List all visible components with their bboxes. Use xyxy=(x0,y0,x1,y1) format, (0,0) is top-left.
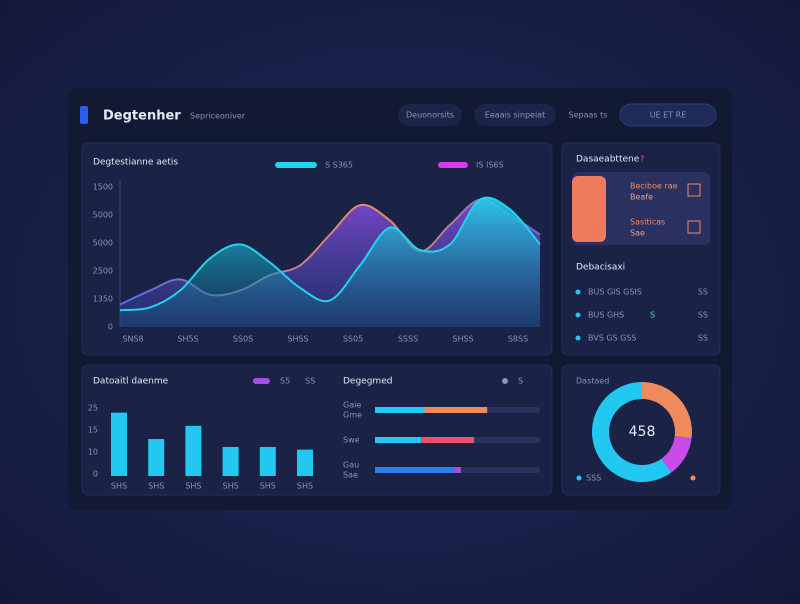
card-title: Degtestianne aetis xyxy=(93,158,178,168)
row-label: Gau xyxy=(343,461,359,470)
y-tick-label: 25 xyxy=(88,404,98,413)
y-tick-label: 2500 xyxy=(93,267,113,276)
bar xyxy=(148,439,165,476)
x-tick-label: SHS xyxy=(297,482,313,491)
bar xyxy=(222,446,239,476)
tab-label[interactable]: Deuonorsits xyxy=(406,111,454,120)
row-label: Swe xyxy=(343,436,360,445)
x-tick-label: SHS xyxy=(223,482,239,491)
area xyxy=(120,197,540,327)
icon xyxy=(687,183,701,197)
x-tick-label: SHS xyxy=(260,482,276,491)
donut-segment xyxy=(642,382,692,439)
icon xyxy=(502,378,508,384)
list-text: BUS GHS xyxy=(588,311,624,320)
list-value: SS xyxy=(698,288,708,297)
row-label: Gme xyxy=(343,411,362,420)
bar xyxy=(111,412,127,476)
x-tick-label: SS05 xyxy=(343,335,363,344)
list-dot xyxy=(575,312,581,318)
x-tick-label: SHSS xyxy=(287,335,308,344)
progress-segment xyxy=(424,407,488,413)
x-tick-label: SNS8 xyxy=(122,335,143,344)
button-label[interactable]: UE ET RE xyxy=(650,111,687,120)
y-tick-label: 0 xyxy=(93,470,98,479)
progress-segment xyxy=(375,467,455,473)
legend-label: SS xyxy=(305,377,315,386)
bar xyxy=(185,425,202,476)
item-title: Beciboe rae xyxy=(630,182,678,191)
tab-label[interactable]: Eeaais sinpeiat xyxy=(485,111,545,120)
y-tick-label: 5000 xyxy=(93,239,113,248)
logo: Degtenher xyxy=(103,109,181,124)
card-title: Dasaeabttene xyxy=(576,155,640,165)
x-tick-label: SS0S xyxy=(233,335,253,344)
row-label: Gaie xyxy=(343,401,361,410)
bar xyxy=(297,449,313,476)
card-title: Datoaitl daenme xyxy=(93,377,169,387)
donut-segment xyxy=(661,436,692,473)
x-tick-label: SH5S xyxy=(177,335,198,344)
summary-icon xyxy=(572,176,606,242)
progress-segment xyxy=(454,467,461,473)
tab[interactable] xyxy=(474,104,556,126)
x-tick-label: S8SS xyxy=(508,335,528,344)
legend-swatch xyxy=(438,162,468,168)
progress-segment xyxy=(375,437,422,443)
tab-label[interactable]: Sepaas ts xyxy=(569,111,608,120)
subtitle: Sepriceoniver xyxy=(190,112,246,121)
legend-label: S5 xyxy=(280,377,290,386)
item-title: Sasiticas xyxy=(630,218,665,227)
donut-segment xyxy=(591,381,672,482)
x-tick-label: SSSS xyxy=(398,335,418,344)
progress-segment xyxy=(375,407,425,413)
icon xyxy=(687,220,701,234)
line xyxy=(119,196,541,312)
legend-swatch xyxy=(253,378,270,384)
list-tag: S xyxy=(650,311,655,320)
bar xyxy=(259,446,276,476)
badge: S xyxy=(518,377,523,386)
card-title: Degegmed xyxy=(343,377,392,387)
y-tick-label: 10 xyxy=(88,448,98,457)
card-title: Debacisaxi xyxy=(576,263,625,273)
y-tick-label: 0 xyxy=(108,323,113,332)
y-tick-label: 1350 xyxy=(93,295,113,304)
legend-label: S S365 xyxy=(325,161,353,170)
summary-box xyxy=(572,172,710,245)
list-text: BVS GS GSS xyxy=(588,334,637,343)
y-tick-label: 5000 xyxy=(93,211,113,220)
list-dot xyxy=(575,335,581,341)
row-label: Sae xyxy=(343,471,358,480)
list-value: SS xyxy=(698,334,708,343)
header-button[interactable] xyxy=(619,103,717,127)
item-sub: Sae xyxy=(630,229,645,238)
y-tick-label: 15 xyxy=(88,426,98,435)
badge: ? xyxy=(640,155,644,164)
legend-swatch xyxy=(275,162,317,168)
item-sub: Beafe xyxy=(630,193,653,202)
list-dot xyxy=(575,289,581,295)
logo-icon xyxy=(80,106,88,124)
x-tick-label: SHS xyxy=(185,482,201,491)
card-title: Dastaed xyxy=(576,377,609,386)
donut-center: 458 xyxy=(629,424,656,440)
list-text: BUS GIS GSIS xyxy=(588,288,642,297)
x-tick-label: SHSS xyxy=(452,335,473,344)
legend-dot xyxy=(690,475,696,481)
legend-dot xyxy=(576,475,582,481)
tab[interactable] xyxy=(398,104,462,126)
progress-segment xyxy=(421,437,474,443)
x-tick-label: SHS xyxy=(148,482,164,491)
legend-label: SSS xyxy=(586,474,601,483)
y-tick-label: 1500 xyxy=(93,183,113,192)
list-value: SS xyxy=(698,311,708,320)
x-tick-label: SHS xyxy=(111,482,127,491)
legend-label: IS IS6S xyxy=(476,161,504,170)
